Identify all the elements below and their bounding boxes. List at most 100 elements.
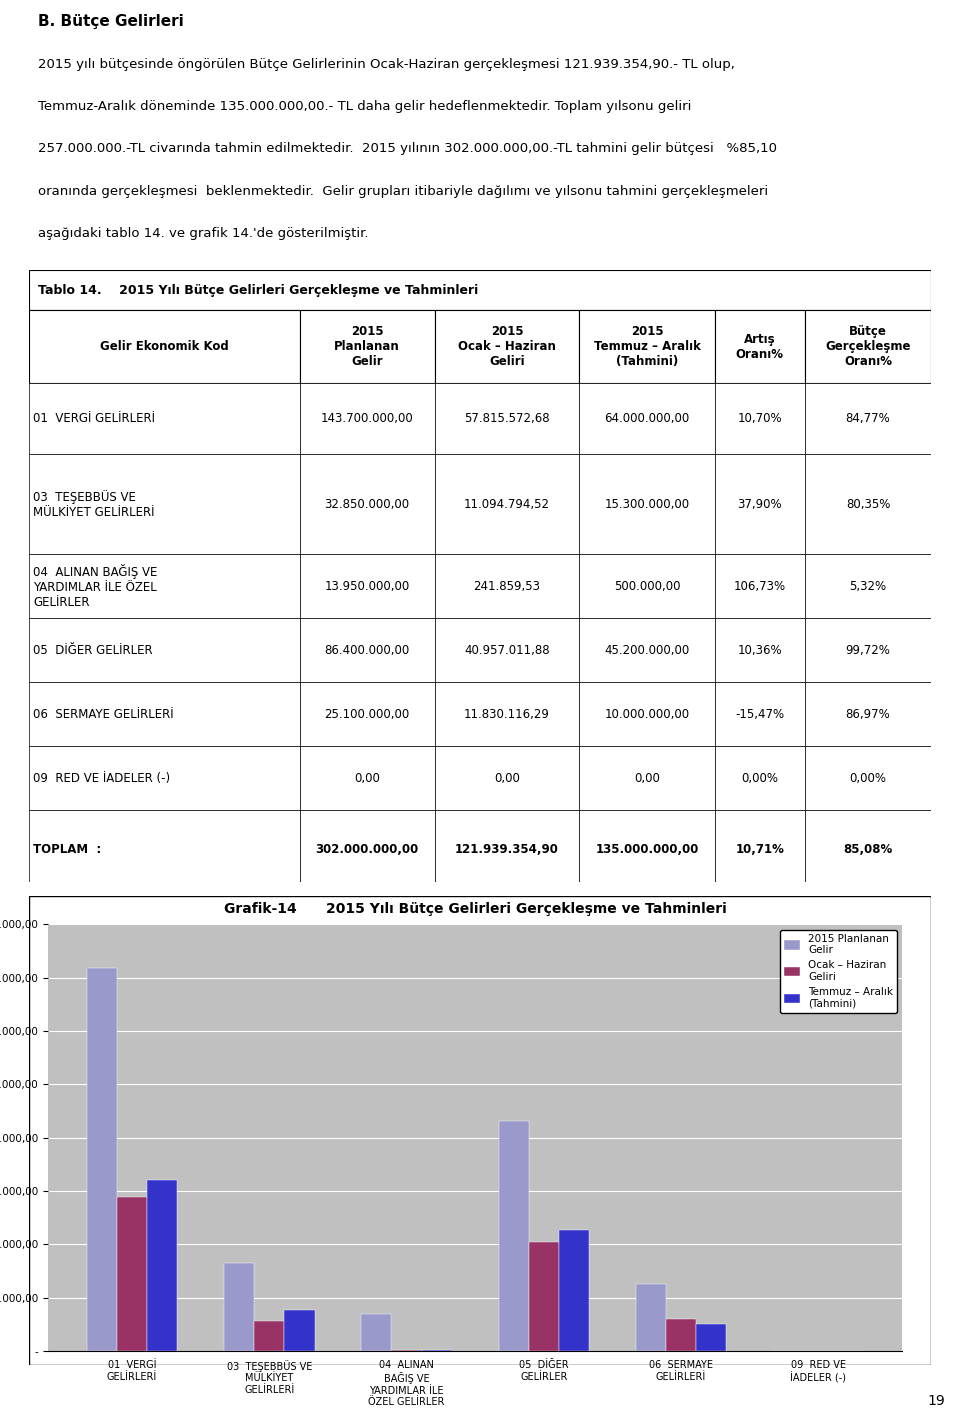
Bar [29, 619, 300, 683]
Bar [435, 455, 579, 555]
Bar [29, 270, 931, 310]
Text: 241.859,53: 241.859,53 [473, 580, 540, 593]
Bar [435, 683, 579, 747]
Text: 04  ALINAN BAĞIŞ VE
YARDIMLAR İLE ÖZEL
GELİRLER: 04 ALINAN BAĞIŞ VE YARDIMLAR İLE ÖZEL GE… [34, 563, 157, 609]
Text: 0,00%: 0,00% [741, 772, 779, 785]
Text: B. Bütçe Gelirleri: B. Bütçe Gelirleri [38, 14, 184, 30]
Bar [579, 555, 714, 619]
Text: oranında gerçekleşmesi  beklenmektedir.  Gelir grupları itibariyle dağılımı ve y: oranında gerçekleşmesi beklenmektedir. G… [38, 185, 769, 198]
Text: 2015
Temmuz – Aralık
(Tahmini): 2015 Temmuz – Aralık (Tahmini) [593, 326, 701, 368]
Text: 10,36%: 10,36% [737, 644, 782, 657]
Text: 13.950.000,00: 13.950.000,00 [324, 580, 410, 593]
Bar [300, 683, 435, 747]
Bar [804, 555, 931, 619]
Text: 99,72%: 99,72% [846, 644, 891, 657]
Text: 5,32%: 5,32% [850, 580, 887, 593]
Bar [804, 747, 931, 811]
Bar [666, 1320, 696, 1351]
Text: 500.000,00: 500.000,00 [613, 580, 681, 593]
Text: 11.830.116,29: 11.830.116,29 [464, 708, 550, 721]
Bar [224, 1263, 254, 1351]
Text: 11.094.794,52: 11.094.794,52 [464, 498, 550, 510]
Text: 80,35%: 80,35% [846, 498, 890, 510]
Text: 05  DİĞER GELİRLER: 05 DİĞER GELİRLER [34, 644, 153, 657]
Bar [714, 555, 804, 619]
Bar [804, 683, 931, 747]
Bar [579, 747, 714, 811]
Bar [435, 555, 579, 619]
Text: 06  SERMAYE GELİRLERİ: 06 SERMAYE GELİRLERİ [34, 708, 174, 721]
Text: 19: 19 [928, 1394, 946, 1408]
Text: 2015 yılı bütçesinde öngörülen Bütçe Gelirlerinin Ocak-Haziran gerçekleşmesi 121: 2015 yılı bütçesinde öngörülen Bütçe Gel… [38, 58, 735, 71]
Text: 10,70%: 10,70% [737, 412, 782, 425]
Bar [300, 555, 435, 619]
Text: 86.400.000,00: 86.400.000,00 [324, 644, 410, 657]
Text: Temmuz-Aralık döneminde 135.000.000,00.- TL daha gelir hedeflenmektedir. Toplam : Temmuz-Aralık döneminde 135.000.000,00.-… [38, 100, 692, 112]
Text: 32.850.000,00: 32.850.000,00 [324, 498, 410, 510]
Bar [714, 619, 804, 683]
Text: Tablo 14.    2015 Yılı Bütçe Gelirleri Gerçekleşme ve Tahminleri: Tablo 14. 2015 Yılı Bütçe Gelirleri Gerç… [37, 283, 478, 297]
Bar [284, 1310, 315, 1351]
Text: 37,90%: 37,90% [737, 498, 782, 510]
Bar [29, 683, 300, 747]
Bar [300, 310, 435, 384]
Bar [435, 747, 579, 811]
Bar [254, 1321, 284, 1351]
Bar [435, 310, 579, 384]
Bar [804, 310, 931, 384]
Text: 64.000.000,00: 64.000.000,00 [604, 412, 689, 425]
Bar [714, 455, 804, 555]
Bar [559, 1230, 589, 1351]
Bar [696, 1324, 727, 1351]
Text: 106,73%: 106,73% [733, 580, 786, 593]
Text: 85,08%: 85,08% [844, 843, 893, 856]
Title: Grafik-14      2015 Yılı Bütçe Gelirleri Gerçekleşme ve Tahminleri: Grafik-14 2015 Yılı Bütçe Gelirleri Gerç… [224, 902, 727, 916]
Bar [714, 384, 804, 455]
Bar [579, 619, 714, 683]
Text: 10.000.000,00: 10.000.000,00 [605, 708, 689, 721]
Bar [804, 384, 931, 455]
Bar [579, 455, 714, 555]
Bar [300, 619, 435, 683]
Text: 0,00%: 0,00% [850, 772, 886, 785]
Text: 84,77%: 84,77% [846, 412, 891, 425]
Bar [300, 811, 435, 889]
Bar [435, 619, 579, 683]
Text: 0,00: 0,00 [494, 772, 520, 785]
Bar [804, 619, 931, 683]
Bar [714, 747, 804, 811]
Text: 01  VERGİ GELİRLERİ: 01 VERGİ GELİRLERİ [34, 412, 156, 425]
Text: 40.957.011,88: 40.957.011,88 [465, 644, 550, 657]
Bar [714, 310, 804, 384]
Text: TOPLAM  :: TOPLAM : [34, 843, 102, 856]
Text: 45.200.000,00: 45.200.000,00 [604, 644, 689, 657]
Text: 15.300.000,00: 15.300.000,00 [605, 498, 689, 510]
Bar [300, 384, 435, 455]
Text: 03  TEŞEBBÜS VE
MÜLKİYET GELİRLERİ: 03 TEŞEBBÜS VE MÜLKİYET GELİRLERİ [34, 489, 155, 519]
Bar [579, 811, 714, 889]
Bar [435, 811, 579, 889]
Text: -15,47%: -15,47% [735, 708, 784, 721]
Text: 86,97%: 86,97% [846, 708, 891, 721]
Bar [498, 1121, 529, 1351]
Text: 302.000.000,00: 302.000.000,00 [316, 843, 419, 856]
Bar [579, 310, 714, 384]
Text: 135.000.000,00: 135.000.000,00 [595, 843, 699, 856]
Bar [435, 384, 579, 455]
Bar [29, 811, 300, 889]
Text: 10,71%: 10,71% [735, 843, 784, 856]
Bar [714, 811, 804, 889]
Bar [714, 683, 804, 747]
Text: 09  RED VE İADELER (-): 09 RED VE İADELER (-) [34, 772, 171, 785]
Text: 0,00: 0,00 [354, 772, 380, 785]
Bar [29, 455, 300, 555]
Text: Bütçe
Gerçekleşme
Oranı%: Bütçe Gerçekleşme Oranı% [826, 326, 911, 368]
Text: 121.939.354,90: 121.939.354,90 [455, 843, 559, 856]
Bar [529, 1241, 559, 1351]
Bar [579, 384, 714, 455]
Bar [29, 747, 300, 811]
Text: 0,00: 0,00 [634, 772, 660, 785]
Bar [117, 1197, 147, 1351]
Text: 2015
Planlanan
Gelir: 2015 Planlanan Gelir [334, 326, 400, 368]
Bar [300, 455, 435, 555]
